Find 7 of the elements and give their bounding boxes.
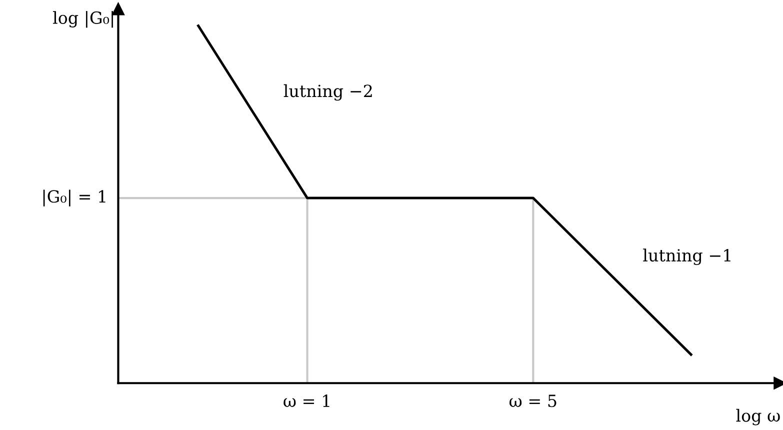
annotation: lutning −2 (284, 84, 372, 101)
y-axis-title: log |G₀| (53, 11, 113, 28)
x-axis-title: log ω (736, 408, 780, 426)
x-tick-label: ω = 5 (510, 394, 556, 408)
ref-line-label: |G₀| = 1 (43, 190, 106, 206)
annotation: lutning −1 (643, 248, 730, 266)
x-tick-label: ω = 1 (284, 394, 330, 407)
